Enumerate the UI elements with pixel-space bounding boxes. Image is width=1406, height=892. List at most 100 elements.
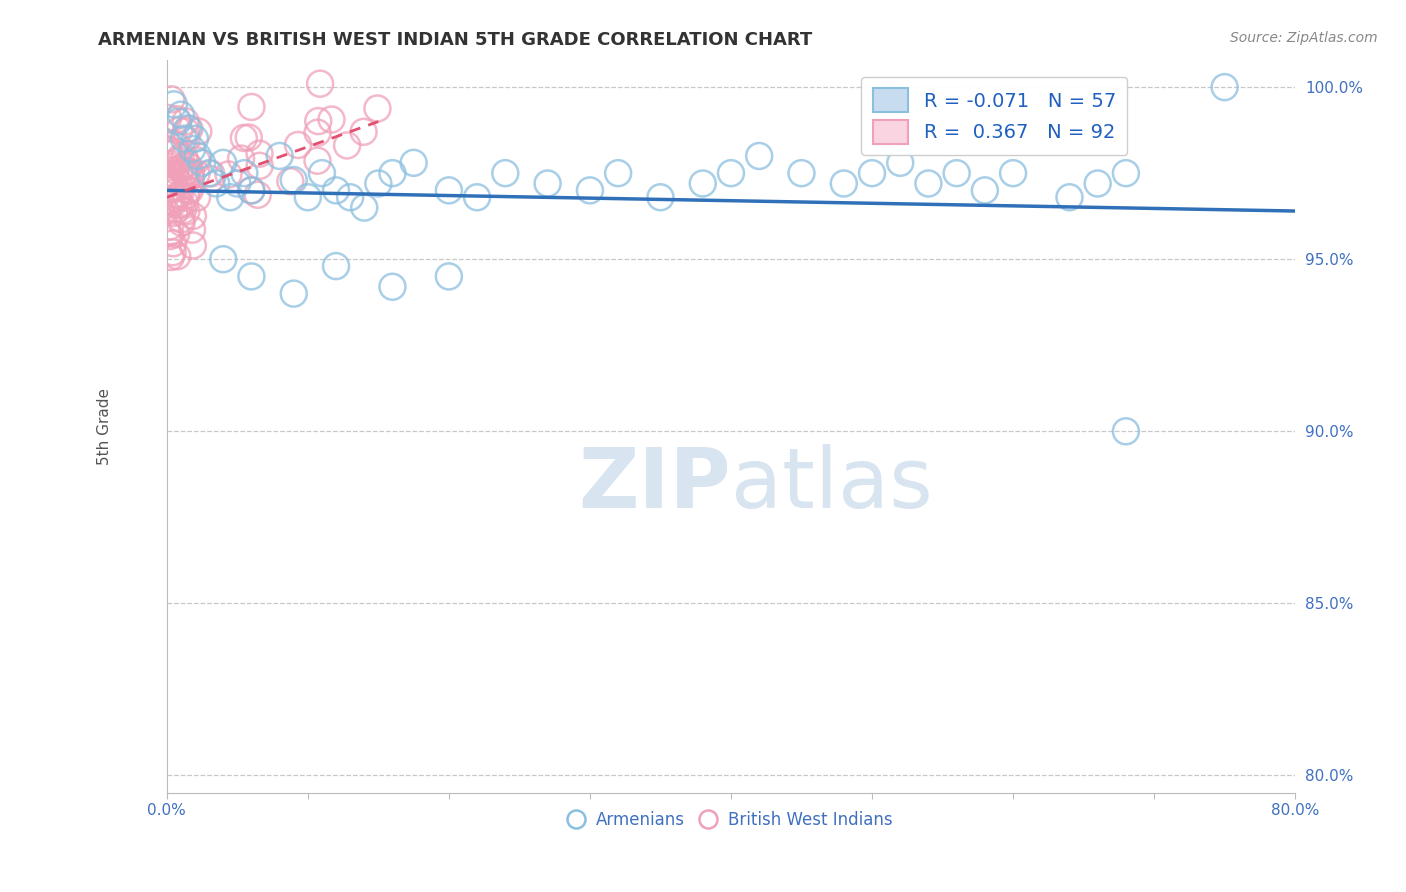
- Point: [240, 269, 263, 284]
- Point: [165, 227, 187, 242]
- Point: [184, 132, 207, 146]
- Point: [157, 147, 180, 161]
- Point: [353, 201, 375, 215]
- Point: [269, 149, 291, 163]
- Point: [174, 188, 197, 202]
- Point: [232, 131, 254, 145]
- Point: [297, 190, 319, 204]
- Point: [367, 177, 389, 191]
- Point: [1059, 190, 1081, 204]
- Point: [179, 183, 201, 197]
- Point: [309, 77, 332, 91]
- Point: [173, 151, 195, 165]
- Point: [159, 219, 181, 234]
- Legend: Armenians, British West Indians: Armenians, British West Indians: [562, 805, 900, 836]
- Point: [181, 142, 204, 156]
- Point: [692, 177, 714, 191]
- Point: [366, 102, 388, 116]
- Point: [163, 137, 186, 152]
- Point: [579, 183, 602, 197]
- Point: [181, 238, 204, 252]
- Point: [173, 166, 195, 180]
- Point: [219, 190, 242, 204]
- Point: [166, 112, 188, 127]
- Point: [159, 194, 181, 209]
- Point: [170, 108, 193, 122]
- Point: [200, 166, 222, 180]
- Point: [187, 124, 209, 138]
- Point: [173, 166, 195, 180]
- Point: [720, 166, 742, 180]
- Point: [437, 269, 460, 284]
- Point: [336, 138, 359, 153]
- Point: [607, 166, 630, 180]
- Point: [180, 165, 202, 179]
- Point: [1115, 166, 1137, 180]
- Point: [176, 171, 198, 186]
- Point: [246, 187, 269, 202]
- Point: [172, 203, 194, 218]
- Point: [180, 166, 202, 180]
- Point: [167, 198, 190, 212]
- Point: [1087, 177, 1109, 191]
- Point: [790, 166, 813, 180]
- Point: [167, 114, 190, 128]
- Point: [165, 170, 187, 185]
- Point: [157, 177, 180, 191]
- Text: Source: ZipAtlas.com: Source: ZipAtlas.com: [1230, 31, 1378, 45]
- Point: [181, 209, 204, 223]
- Point: [176, 157, 198, 171]
- Point: [167, 175, 190, 189]
- Point: [163, 97, 186, 112]
- Point: [200, 172, 222, 186]
- Point: [169, 188, 191, 202]
- Point: [198, 166, 221, 180]
- Point: [157, 194, 180, 208]
- Point: [226, 177, 249, 191]
- Point: [166, 249, 188, 263]
- Point: [233, 166, 256, 180]
- Point: [381, 279, 404, 293]
- Point: [167, 123, 190, 137]
- Point: [163, 195, 186, 210]
- Point: [240, 100, 263, 114]
- Point: [163, 163, 186, 178]
- Point: [163, 206, 186, 220]
- Point: [160, 180, 183, 194]
- Point: [170, 212, 193, 227]
- Point: [240, 183, 263, 197]
- Point: [860, 166, 883, 180]
- Point: [177, 160, 200, 174]
- Point: [162, 245, 184, 260]
- Point: [187, 149, 209, 163]
- Point: [283, 286, 305, 301]
- Point: [402, 156, 425, 170]
- Point: [177, 183, 200, 197]
- Point: [307, 153, 329, 168]
- Point: [945, 166, 967, 180]
- Point: [748, 149, 770, 163]
- Point: [437, 183, 460, 197]
- Point: [180, 169, 202, 184]
- Point: [169, 161, 191, 176]
- Point: [179, 122, 201, 136]
- Point: [160, 182, 183, 196]
- Text: atlas: atlas: [731, 444, 932, 525]
- Point: [174, 124, 197, 138]
- Point: [205, 177, 228, 191]
- Point: [166, 191, 188, 205]
- Point: [353, 125, 375, 139]
- Point: [160, 157, 183, 171]
- Point: [174, 114, 197, 128]
- Point: [169, 150, 191, 164]
- Point: [170, 197, 193, 211]
- Point: [159, 250, 181, 264]
- Point: [162, 236, 184, 251]
- Point: [186, 167, 208, 181]
- Point: [186, 191, 208, 205]
- Point: [494, 166, 516, 180]
- Point: [157, 178, 180, 192]
- Point: [339, 190, 361, 204]
- Point: [176, 164, 198, 178]
- Point: [173, 132, 195, 146]
